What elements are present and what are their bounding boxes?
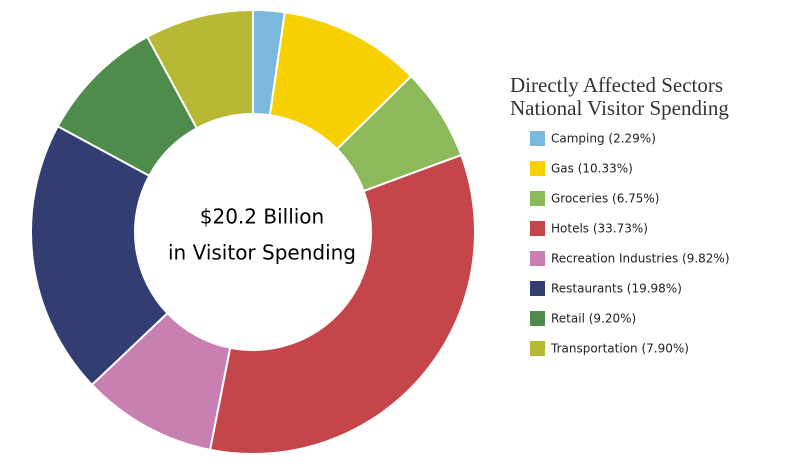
legend-swatch bbox=[530, 191, 545, 206]
donut-slice bbox=[208, 153, 476, 455]
center-label: in Visitor Spending bbox=[168, 241, 356, 265]
legend-label: Restaurants (19.98%) bbox=[551, 282, 682, 296]
legend-swatch bbox=[530, 161, 545, 176]
legend-label: Transportation (7.90%) bbox=[550, 342, 689, 356]
legend-swatch bbox=[530, 341, 545, 356]
center-label: $20.2 Billion bbox=[200, 205, 324, 229]
legend-label: Recreation Industries (9.82%) bbox=[551, 252, 730, 266]
legend-title: National Visitor Spending bbox=[510, 96, 729, 120]
legend-label: Groceries (6.75%) bbox=[551, 192, 660, 206]
legend-swatch bbox=[530, 131, 545, 146]
legend-swatch bbox=[530, 281, 545, 296]
legend-label: Hotels (33.73%) bbox=[551, 222, 648, 236]
donut-slice bbox=[145, 8, 254, 130]
donut-slice bbox=[30, 124, 169, 387]
legend-swatch bbox=[530, 311, 545, 326]
legend-swatch bbox=[530, 251, 545, 266]
legend-swatch bbox=[530, 221, 545, 236]
legend-title: Directly Affected Sectors bbox=[510, 73, 723, 97]
legend-label: Camping (2.29%) bbox=[551, 132, 656, 146]
legend-label: Gas (10.33%) bbox=[551, 162, 633, 176]
legend-label: Retail (9.20%) bbox=[551, 312, 636, 326]
